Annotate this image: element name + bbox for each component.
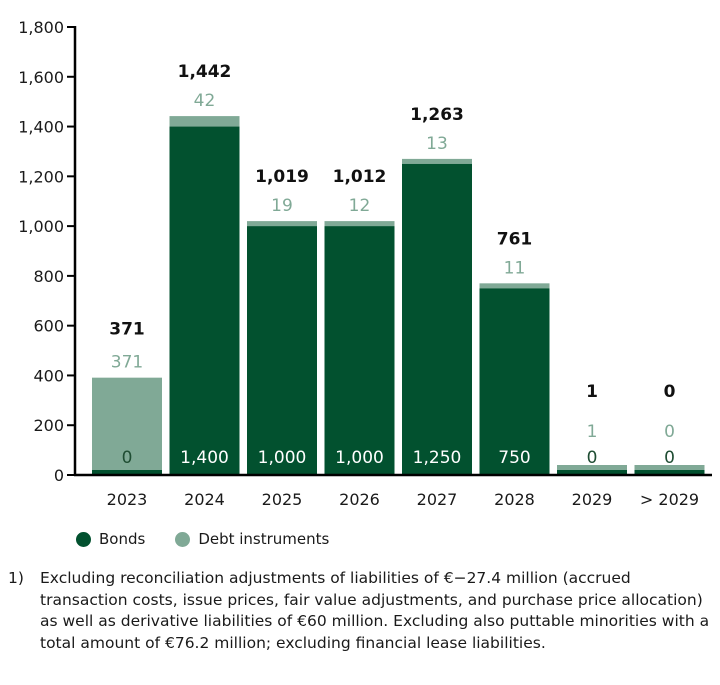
bar-debt-instruments [634, 465, 705, 470]
total-value-label: 1,263 [410, 105, 464, 125]
legend-swatch-debt-instruments [175, 531, 191, 547]
bar-debt-instruments [557, 465, 627, 470]
bar-bonds [247, 226, 317, 475]
x-tick-label: 2028 [494, 490, 535, 509]
bar-bonds [479, 288, 550, 475]
debt-maturity-chart: 0 200 400 600 800 1,000 1,200 1,400 1,600 1,800 0 3… [18, 18, 712, 509]
x-tick-label: 2026 [339, 490, 380, 509]
x-tick-label: 2023 [107, 490, 148, 509]
y-tick-label: 400 [33, 366, 64, 385]
legend-item-bonds: Bonds [76, 530, 145, 548]
total-value-label: 371 [109, 320, 145, 340]
bar-bonds [402, 163, 472, 475]
bonds-value-label: 0 [664, 448, 675, 468]
legend-swatch-bonds [76, 531, 91, 547]
debt-value-label: 11 [504, 258, 526, 278]
bar-debt-instruments [92, 377, 162, 470]
bar-bonds [169, 126, 240, 476]
y-tick-label: 1,600 [18, 68, 64, 87]
y-tick-label: 800 [33, 267, 64, 286]
x-tick-label: > 2029 [640, 490, 699, 509]
bonds-value-label: 0 [122, 448, 133, 468]
debt-value-label: 371 [111, 353, 143, 373]
bonds-value-label: 750 [498, 448, 530, 468]
bar-bonds [557, 470, 627, 475]
bar-bonds [92, 470, 162, 475]
total-value-label: 761 [497, 229, 533, 249]
legend: Bonds Debt instruments [76, 530, 329, 548]
bonds-value-label: 1,400 [180, 448, 229, 468]
x-tick-label: 2025 [262, 490, 303, 509]
y-tick-label: 1,400 [18, 118, 64, 137]
footnote-text: Excluding reconciliation adjustments of … [40, 569, 710, 652]
bar-debt-instruments [479, 283, 550, 289]
y-tick-label: 1,200 [18, 167, 64, 186]
x-tick-label: 2027 [417, 490, 458, 509]
total-value-label: 1,019 [255, 167, 309, 187]
y-tick-label: 1,800 [18, 18, 64, 37]
bar-bonds [324, 226, 395, 475]
bonds-value-label: 1,250 [413, 448, 462, 468]
legend-label-bonds: Bonds [99, 530, 146, 548]
bar-debt-instruments [324, 221, 395, 227]
bonds-value-label: 1,000 [258, 448, 307, 468]
footnote: 1) Excluding reconciliation adjustments … [8, 568, 712, 654]
x-tick-label: 2024 [184, 490, 225, 509]
debt-value-label: 42 [194, 91, 216, 111]
bar-debt-instruments [247, 221, 317, 227]
footnote-number: 1) [8, 569, 24, 587]
debt-value-label: 12 [349, 196, 371, 216]
debt-value-label: 0 [664, 422, 675, 442]
y-tick-label: 200 [33, 416, 64, 435]
y-tick-label: 1,000 [18, 217, 64, 236]
debt-value-label: 1 [587, 422, 598, 442]
y-tick-label: 600 [33, 317, 64, 336]
total-value-label: 0 [664, 382, 676, 402]
bonds-value-label: 0 [587, 448, 598, 468]
bar-debt-instruments [402, 158, 472, 164]
legend-item-debt-instruments: Debt instruments [175, 530, 329, 548]
legend-label-debt-instruments: Debt instruments [198, 530, 330, 548]
total-value-label: 1,012 [333, 167, 387, 187]
bar-debt-instruments [169, 116, 240, 127]
total-value-label: 1,442 [178, 62, 232, 82]
debt-value-label: 19 [271, 196, 293, 216]
x-tick-label: 2029 [572, 490, 613, 509]
y-tick-label: 0 [54, 466, 64, 485]
bar-bonds [634, 470, 705, 475]
debt-value-label: 13 [426, 134, 448, 154]
bonds-value-label: 1,000 [335, 448, 384, 468]
total-value-label: 1 [586, 382, 598, 402]
